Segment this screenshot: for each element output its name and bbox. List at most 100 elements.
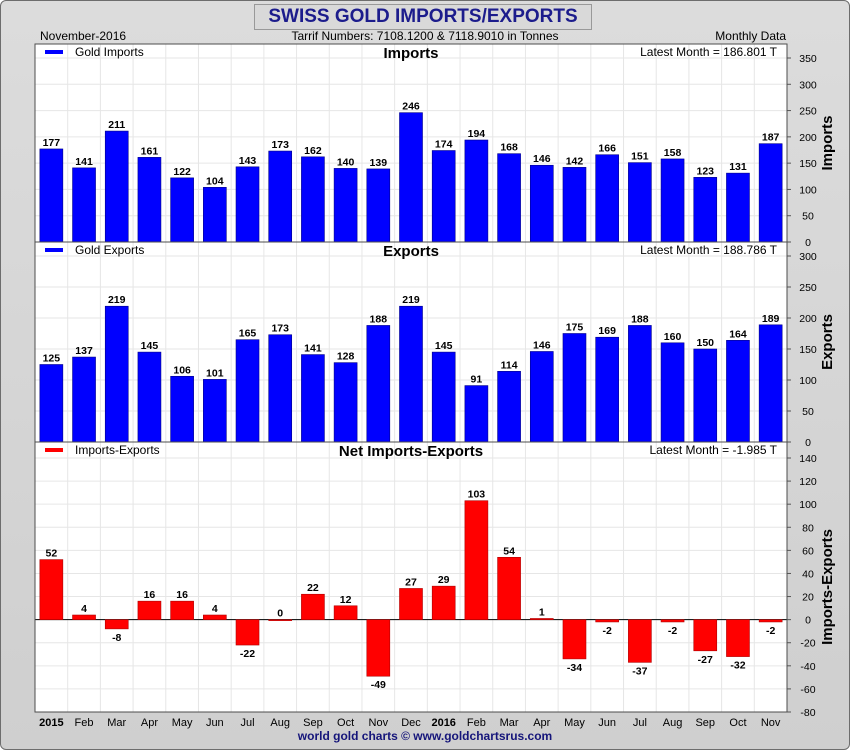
x-tick-label: Feb — [75, 717, 94, 729]
data-label: 168 — [500, 142, 518, 154]
bar — [693, 177, 718, 243]
y-axis-title: Imports-Exports — [819, 529, 836, 645]
panel-title: Exports — [383, 243, 439, 260]
latest-month-label: Latest Month = -1.985 T — [649, 443, 777, 457]
y-tick-label: 100 — [799, 375, 817, 387]
data-label: 22 — [307, 582, 319, 594]
data-label: 137 — [75, 345, 93, 357]
y-tick-label: 150 — [799, 158, 817, 170]
data-label: 219 — [402, 294, 420, 306]
bar — [726, 340, 750, 443]
bar — [72, 356, 96, 443]
bar — [660, 158, 685, 243]
data-label: 104 — [206, 175, 224, 187]
y-tick-label: 200 — [799, 313, 817, 325]
data-label: 189 — [762, 313, 780, 325]
data-label: 29 — [438, 574, 450, 586]
data-label: 54 — [503, 545, 515, 557]
report-date: November-2016 — [40, 29, 127, 43]
data-label: -49 — [371, 679, 386, 691]
data-label: 150 — [696, 337, 714, 349]
latest-month-label: Latest Month = 188.786 T — [640, 243, 778, 257]
data-label: 143 — [239, 155, 257, 167]
data-label: -32 — [730, 660, 745, 672]
bar — [137, 157, 162, 243]
data-label: -2 — [668, 625, 677, 637]
tariff-subtitle: Tarrif Numbers: 7108.1200 & 7118.9010 in… — [291, 29, 559, 43]
y-tick-label: 0 — [805, 615, 811, 627]
data-label: 188 — [631, 313, 649, 325]
data-label: 173 — [271, 139, 289, 151]
legend-label: Gold Exports — [75, 243, 144, 257]
x-tick-label: Jun — [598, 717, 616, 729]
data-label: 52 — [46, 548, 58, 560]
y-tick-label: 20 — [802, 592, 814, 604]
bar — [726, 619, 750, 657]
panel-title: Net Imports-Exports — [339, 443, 483, 460]
x-tick-label: 2016 — [431, 717, 455, 729]
bar — [399, 305, 423, 443]
x-tick-label: May — [172, 717, 193, 729]
data-label: 101 — [206, 367, 224, 379]
bar — [595, 154, 619, 243]
data-label: -2 — [603, 625, 612, 637]
y-tick-label: 120 — [799, 476, 817, 488]
data-label: 211 — [108, 119, 125, 131]
data-label: -22 — [240, 648, 255, 660]
data-label: 141 — [75, 156, 93, 168]
data-label: 164 — [729, 328, 747, 340]
data-label: 131 — [729, 161, 747, 173]
data-label: 145 — [141, 340, 159, 352]
bar — [268, 150, 293, 243]
bar — [333, 605, 358, 620]
bar — [758, 619, 783, 623]
bar — [562, 333, 587, 443]
latest-month-label: Latest Month = 186.801 T — [640, 45, 778, 59]
y-tick-label: 250 — [799, 106, 817, 118]
data-label: 151 — [631, 151, 649, 163]
y-tick-label: 80 — [802, 522, 814, 534]
bar — [431, 351, 456, 443]
bar — [529, 351, 554, 443]
data-label: 146 — [533, 339, 551, 351]
legend-label: Gold Imports — [75, 45, 144, 59]
data-label: 246 — [402, 101, 420, 113]
data-label: 145 — [435, 340, 453, 352]
y-tick-label: 250 — [799, 282, 817, 294]
bar — [399, 588, 423, 620]
y-tick-label: 40 — [802, 568, 814, 580]
bar — [529, 618, 554, 620]
data-label: 161 — [141, 145, 159, 157]
y-tick-label: -40 — [800, 661, 815, 673]
data-label: 122 — [173, 166, 191, 178]
data-label: 219 — [108, 294, 126, 306]
panel-2: 0 50 100 150 200 250 300 125 137 219 145 106 101 165 1… — [34, 241, 836, 449]
data-label: 0 — [277, 608, 283, 620]
legend-label: Imports-Exports — [75, 443, 160, 457]
data-label: 1 — [539, 606, 545, 618]
data-label: -8 — [112, 632, 121, 644]
data-label: 169 — [598, 325, 616, 337]
bar — [203, 187, 227, 243]
y-tick-label: 300 — [799, 79, 817, 91]
y-tick-label: 50 — [802, 211, 814, 223]
legend-swatch — [45, 50, 63, 54]
data-label: -2 — [766, 625, 775, 637]
bar — [39, 364, 64, 443]
bar — [203, 614, 227, 620]
data-label: 160 — [664, 331, 682, 343]
data-label: 166 — [598, 143, 616, 155]
y-tick-label: -80 — [800, 707, 815, 719]
bar — [660, 342, 685, 443]
panel-title: Imports — [383, 45, 438, 62]
x-tick-label: Sep — [303, 717, 323, 729]
y-tick-label: 150 — [799, 344, 817, 356]
x-tick-label: 2015 — [39, 717, 63, 729]
y-tick-label: -60 — [800, 684, 815, 696]
y-tick-label: 200 — [799, 132, 817, 144]
x-tick-label: Oct — [729, 717, 746, 729]
bar — [758, 324, 783, 443]
data-label: 162 — [304, 145, 322, 157]
bar — [170, 600, 194, 620]
